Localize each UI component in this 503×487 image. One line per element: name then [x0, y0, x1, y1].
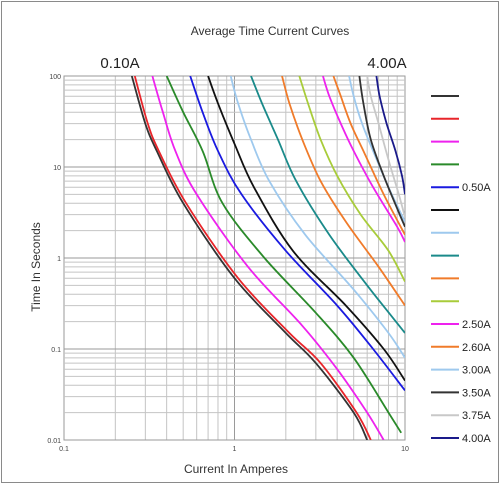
series-line-11 — [322, 76, 405, 243]
chart-title: Average Time Current Curves — [191, 24, 350, 38]
range-left-label: 0.10A — [100, 55, 139, 72]
x-tick-label: 0.1 — [59, 446, 69, 453]
legend-label-14: 3.50A — [462, 387, 491, 399]
series-line-10 — [298, 76, 405, 283]
series-line-2 — [133, 76, 372, 440]
x-tick-label: 10 — [401, 446, 409, 453]
grid — [63, 75, 406, 441]
x-axis-label: Current In Amperes — [184, 462, 288, 476]
y-tick-label: 0.01 — [47, 438, 61, 445]
series-line-5 — [189, 76, 405, 392]
series-line-16 — [375, 76, 405, 195]
legend-label-5: 0.50A — [462, 182, 491, 194]
series-line-3 — [151, 76, 385, 440]
series-line-4 — [165, 76, 402, 434]
legend-label-13: 3.00A — [462, 365, 491, 377]
series-line-8 — [250, 76, 405, 334]
series-line-7 — [229, 76, 405, 359]
time-current-chart: Average Time Current Curves 0.10A 4.00A … — [29, 24, 491, 476]
x-tick-label: 1 — [233, 446, 237, 453]
legend-label-15: 3.75A — [462, 410, 491, 422]
series-line-15 — [366, 76, 405, 218]
legend: 0.50A 2.50A 2.60A 3.00A 3.50A 3.75A 4.00A — [431, 95, 491, 445]
curves — [130, 76, 405, 440]
y-tick-label: 1 — [57, 256, 61, 263]
range-right-label: 4.00A — [367, 55, 406, 72]
chart-frame: Average Time Current Curves 0.10A 4.00A … — [1, 1, 499, 483]
y-tick-label: 0.1 — [51, 347, 61, 354]
legend-label-16: 4.00A — [462, 433, 491, 445]
series-line-6 — [207, 76, 405, 382]
series-line-14 — [358, 76, 405, 228]
legend-label-11: 2.50A — [462, 319, 491, 331]
legend-label-12: 2.60A — [462, 342, 491, 354]
series-line-1 — [130, 76, 369, 440]
y-tick-label: 100 — [49, 74, 61, 81]
series-line-9 — [281, 76, 405, 307]
y-tick-label: 10 — [53, 165, 61, 172]
series-line-12 — [332, 76, 405, 236]
y-axis-label: Time In Seconds — [29, 222, 43, 312]
